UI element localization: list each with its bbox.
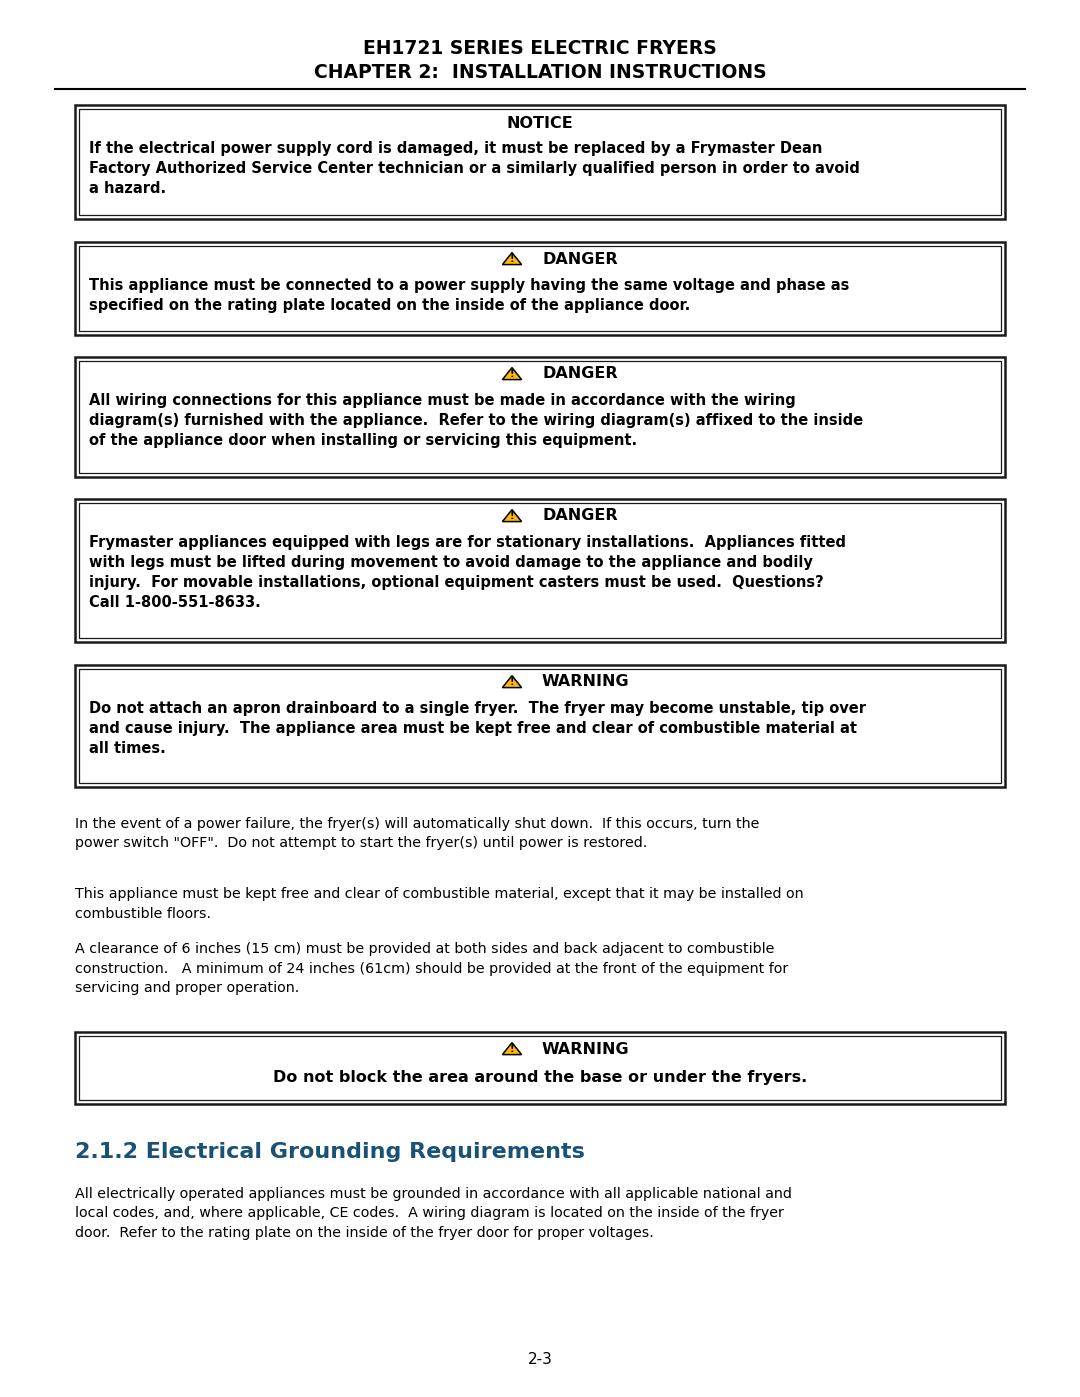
Text: 2-3: 2-3: [527, 1352, 553, 1368]
Text: DANGER: DANGER: [542, 251, 618, 267]
FancyBboxPatch shape: [75, 105, 1005, 219]
Polygon shape: [502, 367, 522, 380]
FancyBboxPatch shape: [79, 246, 1001, 331]
Polygon shape: [502, 253, 522, 264]
Text: WARNING: WARNING: [542, 1042, 630, 1056]
Text: DANGER: DANGER: [542, 366, 618, 381]
Text: !: !: [510, 678, 514, 687]
Text: Do not block the area around the base or under the fryers.: Do not block the area around the base or…: [273, 1070, 807, 1085]
Polygon shape: [502, 1042, 522, 1055]
Text: All electrically operated appliances must be grounded in accordance with all app: All electrically operated appliances mus…: [75, 1187, 792, 1241]
FancyBboxPatch shape: [75, 358, 1005, 476]
Text: NOTICE: NOTICE: [507, 116, 573, 131]
Text: CHAPTER 2:  INSTALLATION INSTRUCTIONS: CHAPTER 2: INSTALLATION INSTRUCTIONS: [313, 63, 767, 82]
FancyBboxPatch shape: [79, 503, 1001, 638]
Text: !: !: [510, 511, 514, 521]
Text: This appliance must be kept free and clear of combustible material, except that : This appliance must be kept free and cle…: [75, 887, 804, 921]
Text: WARNING: WARNING: [542, 675, 630, 690]
Text: If the electrical power supply cord is damaged, it must be replaced by a Frymast: If the electrical power supply cord is d…: [89, 141, 860, 196]
Text: In the event of a power failure, the fryer(s) will automatically shut down.  If : In the event of a power failure, the fry…: [75, 817, 759, 851]
Text: Do not attach an apron drainboard to a single fryer.  The fryer may become unsta: Do not attach an apron drainboard to a s…: [89, 701, 866, 756]
Text: All wiring connections for this appliance must be made in accordance with the wi: All wiring connections for this applianc…: [89, 393, 863, 448]
Text: 2.1.2 Electrical Grounding Requirements: 2.1.2 Electrical Grounding Requirements: [75, 1141, 585, 1162]
FancyBboxPatch shape: [75, 242, 1005, 335]
Text: A clearance of 6 inches (15 cm) must be provided at both sides and back adjacent: A clearance of 6 inches (15 cm) must be …: [75, 942, 788, 995]
Polygon shape: [502, 676, 522, 687]
Text: Frymaster appliances equipped with legs are for stationary installations.  Appli: Frymaster appliances equipped with legs …: [89, 535, 846, 610]
Polygon shape: [502, 510, 522, 521]
FancyBboxPatch shape: [79, 1037, 1001, 1099]
FancyBboxPatch shape: [79, 109, 1001, 215]
Text: !: !: [510, 1044, 514, 1055]
FancyBboxPatch shape: [75, 665, 1005, 787]
Text: EH1721 SERIES ELECTRIC FRYERS: EH1721 SERIES ELECTRIC FRYERS: [363, 39, 717, 59]
FancyBboxPatch shape: [75, 1032, 1005, 1104]
FancyBboxPatch shape: [79, 360, 1001, 474]
FancyBboxPatch shape: [75, 499, 1005, 643]
Text: !: !: [510, 369, 514, 379]
Text: !: !: [510, 254, 514, 264]
FancyBboxPatch shape: [79, 669, 1001, 782]
Text: This appliance must be connected to a power supply having the same voltage and p: This appliance must be connected to a po…: [89, 278, 849, 313]
Text: DANGER: DANGER: [542, 509, 618, 524]
